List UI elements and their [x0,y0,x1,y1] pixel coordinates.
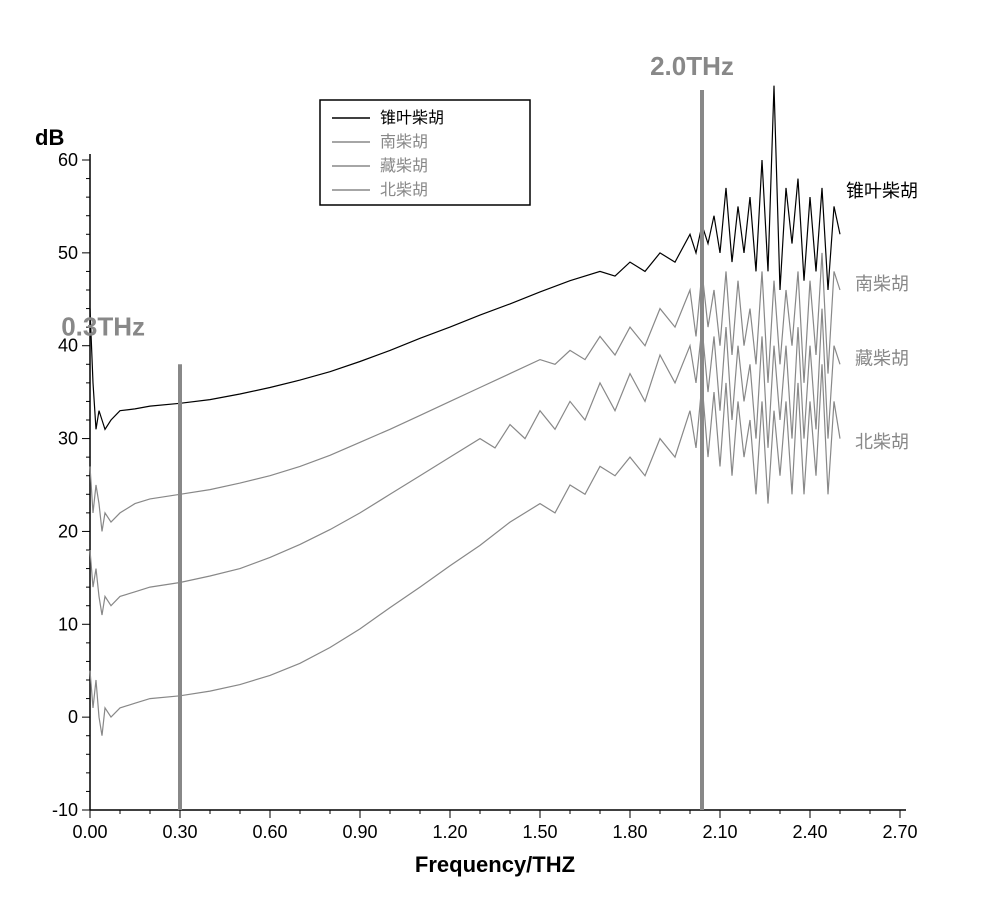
y-tick-label: 30 [58,429,78,449]
chart-svg: -1001020304050600.000.300.600.901.201.50… [10,10,990,890]
marker-label: 2.0THz [650,51,734,81]
x-axis-title: Frequency/THZ [415,852,575,877]
x-tick-label: 2.70 [882,822,917,842]
chart-container: -1001020304050600.000.300.600.901.201.50… [10,10,990,890]
y-tick-label: 50 [58,243,78,263]
y-axis-title: dB [35,125,64,150]
legend-label: 锥叶柴胡 [380,109,444,127]
x-tick-label: 2.10 [702,822,737,842]
y-tick-label: 10 [58,614,78,634]
series-label: 藏柴胡 [855,348,909,368]
x-tick-label: 1.50 [522,822,557,842]
y-tick-label: 20 [58,521,78,541]
legend-label: 藏柴胡 [380,157,428,175]
legend-label: 北柴胡 [380,181,428,199]
series-label: 北柴胡 [855,432,909,452]
x-tick-label: 0.90 [342,822,377,842]
x-tick-label: 1.20 [432,822,467,842]
x-tick-label: 0.30 [162,822,197,842]
x-tick-label: 0.60 [252,822,287,842]
x-tick-label: 0.00 [72,822,107,842]
series-line [90,309,840,615]
x-tick-label: 1.80 [612,822,647,842]
x-tick-label: 2.40 [792,822,827,842]
y-tick-label: -10 [52,800,78,820]
y-tick-label: 60 [58,150,78,170]
series-label: 南柴胡 [855,274,909,294]
series-line [90,253,840,532]
series-line [90,364,840,735]
legend-label: 南柴胡 [380,133,428,151]
series-label: 锥叶柴胡 [846,181,918,201]
marker-label: 0.3THz [61,312,145,342]
y-tick-label: 0 [68,707,78,727]
